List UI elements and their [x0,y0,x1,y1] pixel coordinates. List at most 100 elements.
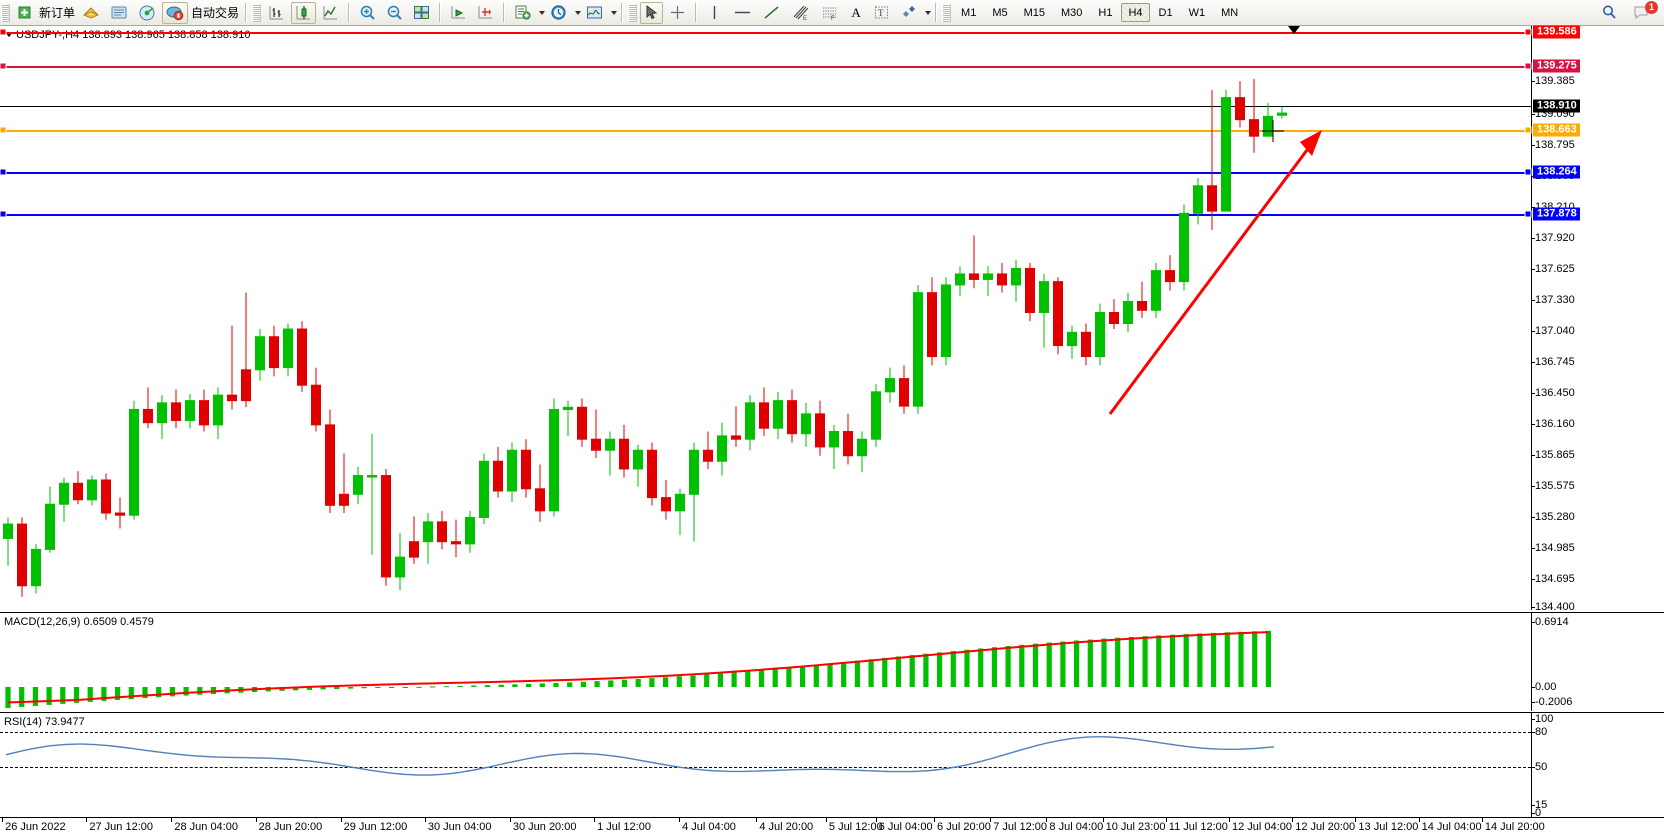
take-profit-level-handle[interactable] [1524,62,1532,70]
time-tick [825,818,827,822]
terminal-icon[interactable] [106,2,132,24]
line-chart-icon[interactable] [318,2,343,24]
time-axis-label: 27 Jun 12:00 [89,821,153,833]
fibonacci-icon[interactable]: F [816,2,843,24]
take-profit-level-handle-left[interactable] [0,62,7,70]
zoom-out-icon[interactable] [382,2,407,24]
price-pane[interactable]: USDJPY-,H4 138.893 138.965 138.858 138.9… [0,25,1664,613]
chart-shift-icon[interactable] [473,2,498,24]
templates-dropdown-caret[interactable] [611,10,618,15]
timeframe-mn[interactable]: MN [1221,7,1239,19]
expert-advisor-icon[interactable] [78,2,104,24]
price-tick-label: 137.330 [1535,294,1575,306]
templates-icon[interactable] [582,2,607,24]
rsi-pane[interactable]: RSI(14) 73.9477 100 80 50 15 0 [0,712,1664,819]
trendline-icon[interactable] [758,2,785,24]
timeframe-m15[interactable]: M15 [1023,7,1045,19]
timeframe-h1[interactable]: H1 [1098,7,1113,19]
cursor-icon[interactable] [640,1,664,24]
vertical-line-icon[interactable] [702,2,727,24]
support-level-tag[interactable]: 138.264 [1533,165,1580,179]
entry-level-handle-left[interactable] [0,126,7,134]
time-axis-label: 7 Jul 12:00 [993,821,1048,833]
toolbar-grip[interactable] [1,3,10,22]
price-tick-label: 135.280 [1535,511,1575,523]
price-tick-mark [1531,548,1535,549]
toolbar-grip-2[interactable] [252,3,262,22]
autotrade-label[interactable]: 自动交易 [191,6,240,20]
resistance-level-handle-left[interactable] [0,28,7,36]
text-icon[interactable]: A [851,4,861,20]
stop-loss-level-line[interactable] [0,214,1531,216]
time-axis-label: 4 Jul 04:00 [682,821,736,833]
search-icon[interactable] [1597,2,1622,24]
entry-level-tag[interactable]: 138.663 [1533,123,1580,137]
time-axis-label: 8 Jul 04:00 [1049,821,1104,833]
period-dropdown-caret[interactable] [575,10,582,15]
time-axis-label: 30 Jun 04:00 [427,821,492,833]
toolbar-grip-4[interactable] [942,3,952,22]
timeframe-m1[interactable]: M1 [961,7,977,19]
entry-level-line[interactable] [0,130,1531,132]
objects-icon[interactable] [896,2,921,24]
chart-tile-icon[interactable] [409,2,434,24]
price-tick-mark [1531,607,1535,608]
price-tick-mark [1531,486,1535,487]
timeframe-m5[interactable]: M5 [992,7,1008,19]
toolbar-grip-3[interactable] [628,3,638,22]
candlestick-chart-icon[interactable] [291,1,317,24]
bar-chart-icon[interactable] [264,2,289,24]
take-profit-level-tag[interactable]: 139.275 [1533,59,1580,73]
chart-area[interactable]: USDJPY-,H4 138.893 138.965 138.858 138.9… [0,25,1664,838]
current-price-tag[interactable]: 138.910 [1533,99,1580,113]
crosshair-icon[interactable] [665,2,690,24]
chart-expand-caret[interactable] [5,32,13,37]
stop-loss-level-tag[interactable]: 137.878 [1533,207,1580,221]
current-price-line[interactable] [0,106,1531,107]
toolbar-separator-2 [348,3,351,22]
support-level-handle-left[interactable] [0,168,7,176]
timeframe-m30[interactable]: M30 [1061,7,1083,19]
zoom-in-icon[interactable] [355,2,380,24]
period-icon[interactable] [546,2,571,24]
resistance-level-line[interactable] [0,32,1531,34]
resistance-level-tag[interactable]: 139.586 [1533,25,1580,39]
take-profit-level-line[interactable] [0,66,1531,68]
text-label-icon[interactable]: T [869,2,894,24]
candlestick-series[interactable] [0,26,1531,610]
price-tick-mark [1531,238,1535,239]
time-tick [1102,818,1104,822]
stop-loss-level-handle-left[interactable] [0,210,7,218]
support-level-handle[interactable] [1524,168,1532,176]
timeframe-w1[interactable]: W1 [1188,7,1206,19]
autotrade-icon[interactable] [162,1,189,24]
time-axis[interactable]: 26 Jun 2022 27 Jun 12:00 28 Jun 04:00 28 Ju… [0,817,1664,838]
signals-icon[interactable] [134,2,160,24]
macd-pane[interactable]: MACD(12,26,9) 0.6509 0.4579 0.6914 0.00 -0… [0,612,1664,711]
new-order-button[interactable] [13,2,36,24]
timeframe-d1[interactable]: D1 [1158,7,1173,19]
price-tick-mark [1531,114,1535,115]
stop-loss-level-handle[interactable] [1524,210,1532,218]
chat-icon[interactable]: 1 [1629,0,1658,24]
price-tick-mark [1531,269,1535,270]
indicators-icon[interactable] [510,2,535,24]
resistance-level-handle[interactable] [1524,28,1532,36]
price-tick-mark [1531,517,1535,518]
price-tick-label: 134.400 [1535,601,1575,613]
equidistant-channel-icon[interactable]: E [787,2,814,24]
objects-dropdown-caret[interactable] [925,10,932,15]
rsi-series [5,736,1275,776]
horizontal-line-icon[interactable] [729,2,756,24]
time-tick [756,818,758,822]
rsi-tick-mark [1531,805,1535,806]
entry-level-handle[interactable] [1524,126,1532,134]
price-tick-mark [1531,145,1535,146]
new-order-label[interactable]: 新订单 [39,6,76,20]
indicators-dropdown-caret[interactable] [539,10,546,15]
time-tick [171,818,173,822]
time-axis-label: 6 Jul 04:00 [878,821,933,833]
timeframe-h4[interactable]: H4 [1121,3,1150,22]
support-level-line[interactable] [0,172,1531,174]
auto-scroll-icon[interactable] [446,2,471,24]
